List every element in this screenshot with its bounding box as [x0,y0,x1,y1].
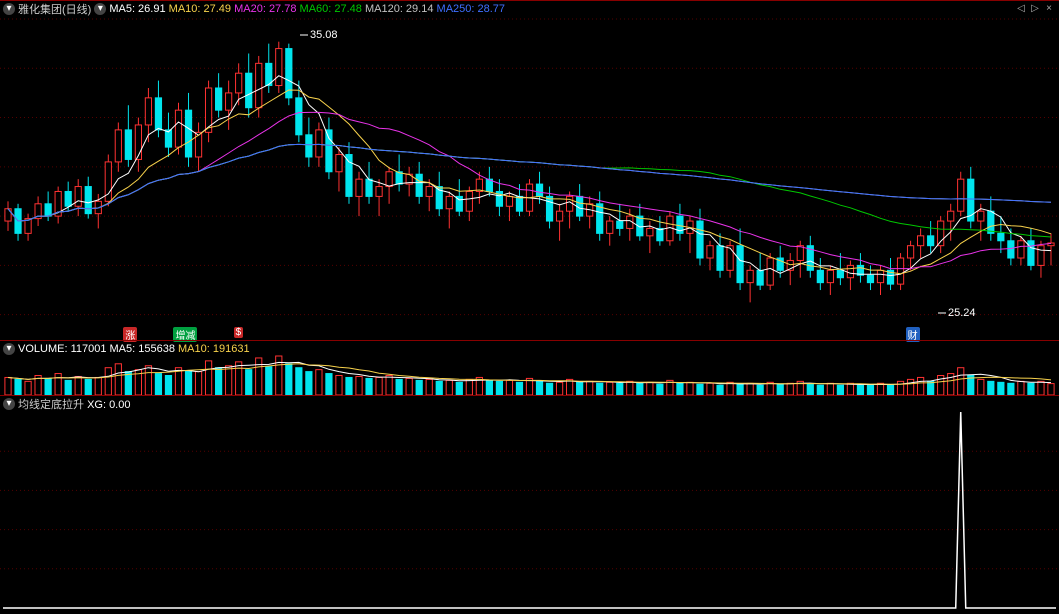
indicator-chart[interactable] [0,396,1059,614]
prev-icon[interactable]: ◁ [1015,3,1027,15]
collapse-icon[interactable]: ▾ [3,3,15,15]
indicator-labels: 均线定底拉升 XG: 0.00 [18,396,130,412]
ma-labels: MA5: 26.91 MA10: 27.49 MA20: 27.78 MA60:… [109,3,505,15]
collapse-icon[interactable]: ▾ [3,343,15,355]
collapse-icon[interactable]: ▾ [3,398,15,410]
event-marker[interactable]: $ [234,327,244,338]
volume-header: ▾ VOLUME: 117001 MA5: 155638 MA10: 19163… [3,342,250,356]
price-low-label: 25.24 [948,307,976,319]
price-chart[interactable] [0,1,1059,341]
price-high-label: 35.08 [310,29,338,41]
indicator-header: ▾ 均线定底拉升 XG: 0.00 [3,397,130,411]
next-icon[interactable]: ▷ [1029,3,1041,15]
top-controls: ◁ ▷ × [1015,3,1055,15]
price-header: ▾ 雅化集团(日线) ▾ MA5: 26.91 MA10: 27.49 MA20… [3,2,505,16]
volume-labels: VOLUME: 117001 MA5: 155638 MA10: 191631 [18,343,250,355]
indicator-panel[interactable]: ▾ 均线定底拉升 XG: 0.00 [0,395,1059,613]
close-icon[interactable]: × [1043,3,1055,15]
dropdown-icon[interactable]: ▾ [94,3,106,15]
price-panel[interactable]: ▾ 雅化集团(日线) ▾ MA5: 26.91 MA10: 27.49 MA20… [0,0,1059,340]
volume-panel[interactable]: ▾ VOLUME: 117001 MA5: 155638 MA10: 19163… [0,340,1059,395]
stock-title: 雅化集团(日线) [18,1,91,17]
